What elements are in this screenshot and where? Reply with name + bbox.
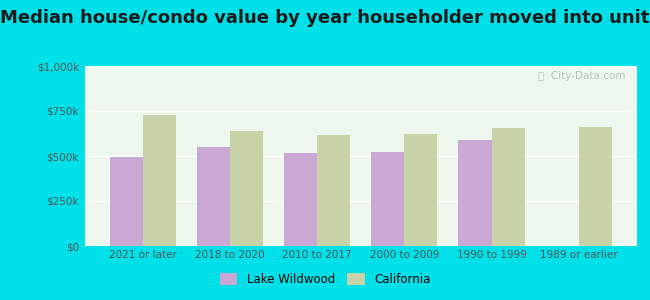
Text: ⓘ  City-Data.com: ⓘ City-Data.com — [538, 71, 626, 81]
Bar — [404, 134, 437, 246]
Bar — [110, 157, 143, 246]
Text: Median house/condo value by year householder moved into unit: Median house/condo value by year househo… — [0, 9, 650, 27]
Bar — [197, 147, 230, 246]
Bar — [317, 135, 350, 246]
Legend: Lake Wildwood, California: Lake Wildwood, California — [215, 268, 435, 291]
Bar — [578, 127, 612, 246]
Bar — [371, 152, 404, 246]
Bar — [230, 131, 263, 246]
Bar — [143, 115, 176, 246]
Bar — [284, 153, 317, 246]
Bar — [491, 128, 525, 246]
Bar — [458, 140, 491, 246]
